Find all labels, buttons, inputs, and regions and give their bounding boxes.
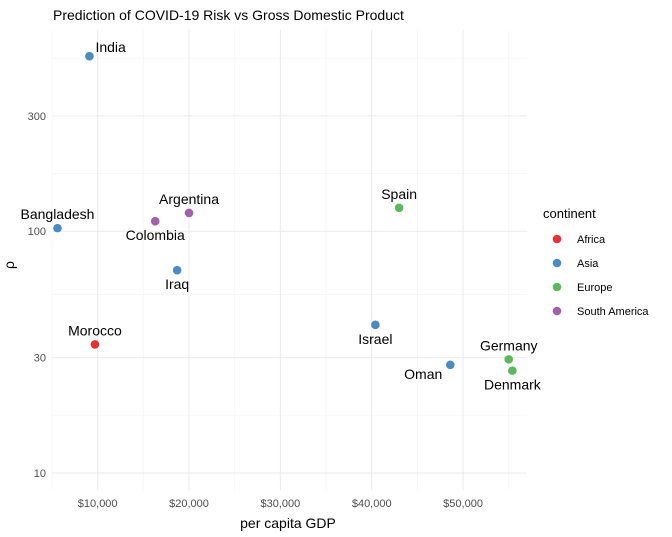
legend-key xyxy=(552,234,562,244)
x-tick-label: $40,000 xyxy=(352,498,392,510)
x-tick-label: $20,000 xyxy=(169,498,209,510)
data-point xyxy=(172,265,182,275)
point-label: Germany xyxy=(480,337,538,353)
x-axis-title: per capita GDP xyxy=(240,515,336,531)
legend: continent Africa Asia Europe South America xyxy=(543,206,649,318)
point-label-layer: India Bangladesh Colombia Argentina Iraq Moro… xyxy=(21,39,542,392)
legend-label: South America xyxy=(577,306,649,318)
point-label: Denmark xyxy=(484,377,542,393)
legend-key xyxy=(552,258,562,268)
data-point xyxy=(371,320,380,330)
legend-label: Asia xyxy=(577,258,599,270)
point-label: Morocco xyxy=(68,322,122,338)
point-label: Israel xyxy=(358,331,392,347)
data-point xyxy=(394,203,404,213)
data-point xyxy=(90,340,100,349)
y-axis-title: ρ xyxy=(1,261,17,269)
data-point xyxy=(508,366,517,375)
x-tick-label: $50,000 xyxy=(443,498,483,510)
point-label: Iraq xyxy=(165,276,189,292)
data-point xyxy=(150,216,160,226)
x-tick-label: $10,000 xyxy=(78,498,118,510)
legend-label: Europe xyxy=(577,282,612,294)
data-point xyxy=(445,360,455,370)
chart-title: Prediction of COVID-19 Risk vs Gross Dom… xyxy=(53,7,404,23)
data-point xyxy=(504,355,514,364)
y-tick-label: 10 xyxy=(34,468,46,480)
y-tick-label: 30 xyxy=(34,353,46,365)
point-label: Colombia xyxy=(126,227,185,243)
data-point xyxy=(53,223,62,233)
point-label: Argentina xyxy=(159,191,219,207)
point-layer xyxy=(53,51,517,375)
point-label: India xyxy=(95,39,126,55)
grid-layer xyxy=(51,30,527,490)
tick-label-layer: $10,000 $20,000 $30,000 $40,000 $50,000 10 30 1… xyxy=(28,111,483,510)
point-label: Spain xyxy=(381,186,417,202)
y-tick-label: 100 xyxy=(28,226,46,238)
legend-title: continent xyxy=(543,206,596,221)
legend-key xyxy=(552,282,562,292)
y-tick-label: 300 xyxy=(28,111,46,123)
data-point xyxy=(85,51,94,61)
legend-label: Africa xyxy=(577,234,606,246)
legend-key xyxy=(552,306,562,316)
point-label: Oman xyxy=(404,366,442,382)
point-label: Bangladesh xyxy=(21,206,95,222)
x-tick-label: $30,000 xyxy=(260,498,300,510)
data-point xyxy=(184,208,194,218)
